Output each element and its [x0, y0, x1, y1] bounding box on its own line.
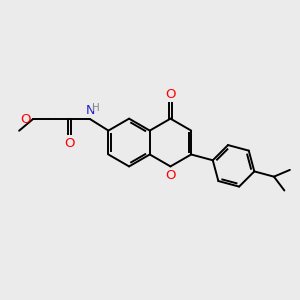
- Text: O: O: [21, 113, 31, 126]
- Text: O: O: [64, 136, 74, 149]
- Text: O: O: [165, 169, 176, 182]
- Text: N: N: [85, 104, 95, 117]
- Text: O: O: [165, 88, 176, 101]
- Text: H: H: [92, 103, 100, 113]
